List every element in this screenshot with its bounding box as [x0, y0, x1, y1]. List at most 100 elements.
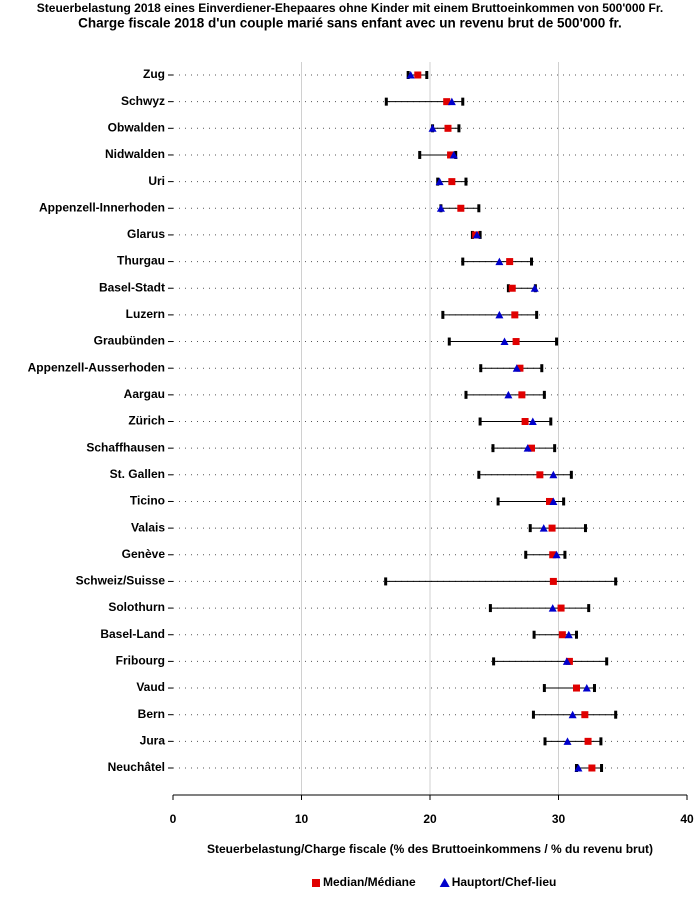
median-marker: [581, 711, 589, 719]
capital-marker: [504, 390, 513, 399]
median-marker: [521, 418, 529, 425]
capital-marker: [495, 310, 504, 319]
range-max-cap: [592, 684, 596, 693]
range-min-cap: [441, 310, 445, 319]
capital-marker: [530, 284, 539, 292]
y-tick-label: Thurgau: [117, 254, 165, 268]
range-min-cap: [532, 630, 536, 639]
median-marker: [572, 684, 580, 692]
median-marker: [444, 124, 452, 132]
median-marker: [518, 391, 526, 399]
range-min-cap: [488, 604, 492, 613]
legend-marker: [439, 878, 450, 887]
y-tick-label: Luzern: [126, 307, 165, 321]
range-min-cap: [461, 257, 465, 266]
range-min-cap: [384, 577, 388, 586]
range-max-cap: [614, 710, 618, 719]
y-tick-label: Appenzell-Innerhoden: [39, 200, 165, 214]
range-max-cap: [549, 417, 553, 426]
y-tick-label: St. Gallen: [110, 467, 165, 481]
y-tick-label: Basel-Stadt: [99, 280, 165, 294]
chart-subtitle: Charge fiscale 2018 d'un couple marié sa…: [78, 16, 622, 31]
median-marker: [443, 98, 451, 106]
y-tick-label: Glarus: [127, 227, 165, 241]
range-min-cap: [542, 684, 546, 693]
median-marker: [557, 604, 565, 612]
range-max-cap: [599, 737, 603, 746]
median-marker: [588, 764, 596, 772]
median-marker: [549, 551, 557, 559]
range-min-cap: [384, 97, 388, 106]
median-marker: [528, 444, 536, 452]
capital-marker: [549, 497, 558, 505]
median-marker: [584, 737, 592, 745]
range-max-cap: [555, 337, 559, 346]
capital-marker: [500, 337, 509, 346]
x-tick-label: 20: [423, 812, 437, 826]
range-min-cap: [491, 444, 495, 453]
range-min-cap: [531, 710, 535, 719]
legend-marker: [312, 879, 320, 887]
range-max-cap: [457, 124, 461, 133]
x-tick-label: 0: [170, 812, 177, 826]
range-min-cap: [524, 550, 528, 559]
range-max-cap: [605, 657, 609, 666]
x-tick-label: 10: [295, 812, 309, 826]
y-tick-label: Uri: [148, 174, 165, 188]
y-tick-label: Solothurn: [108, 600, 165, 614]
capital-marker: [574, 764, 583, 772]
y-tick-label: Basel-Land: [100, 627, 165, 641]
median-marker: [508, 284, 516, 292]
y-tick-label: Schaffhausen: [86, 440, 165, 454]
capital-marker: [435, 177, 444, 186]
y-tick-label: Aargau: [124, 387, 165, 401]
median-marker: [512, 338, 520, 346]
range-max-cap: [562, 497, 566, 506]
capital-marker: [568, 710, 577, 719]
capital-marker: [428, 124, 437, 132]
legend-label: Median/Médiane: [323, 875, 416, 889]
capital-marker: [548, 604, 557, 612]
range-min-cap: [447, 337, 451, 346]
median-marker: [548, 524, 556, 532]
y-tick-label: Zürich: [128, 414, 165, 428]
median-marker: [536, 471, 544, 479]
range-min-cap: [506, 284, 510, 293]
range-min-cap: [464, 390, 468, 399]
median-marker: [447, 151, 455, 159]
median-marker: [511, 311, 519, 319]
capital-marker: [472, 230, 481, 239]
y-tick-label: Appenzell-Ausserhoden: [28, 360, 165, 374]
capital-marker: [564, 630, 573, 639]
range-min-cap: [528, 524, 532, 533]
capital-marker: [528, 417, 537, 425]
capital-marker: [512, 364, 521, 372]
y-tick-label: Neuchâtel: [108, 760, 165, 774]
median-marker: [414, 71, 422, 79]
y-tick-label: Graubünden: [94, 334, 165, 348]
capital-marker: [447, 97, 456, 106]
y-tick-label: Zug: [143, 67, 165, 81]
capital-marker: [436, 204, 445, 212]
capital-marker: [495, 257, 504, 266]
chart-title: Steuerbelastung 2018 eines Einverdiener-…: [37, 1, 663, 15]
range-max-cap: [461, 97, 465, 106]
median-marker: [565, 657, 573, 665]
range-max-cap: [569, 470, 573, 479]
y-tick-label: Bern: [138, 707, 165, 721]
range-max-cap: [614, 577, 618, 586]
capital-marker: [539, 524, 548, 532]
capital-marker: [563, 737, 572, 745]
range-max-cap: [542, 390, 546, 399]
median-marker: [506, 258, 514, 266]
median-marker: [546, 497, 554, 505]
range-max-cap: [553, 444, 557, 453]
range-max-cap: [587, 604, 591, 613]
median-marker: [558, 631, 566, 639]
range-max-cap: [477, 204, 481, 213]
range-max-cap: [464, 177, 468, 186]
y-tick-label: Fribourg: [116, 654, 165, 668]
x-axis-label: Steuerbelastung/Charge fiscale (% des Br…: [207, 842, 653, 856]
range-min-cap: [418, 150, 422, 159]
